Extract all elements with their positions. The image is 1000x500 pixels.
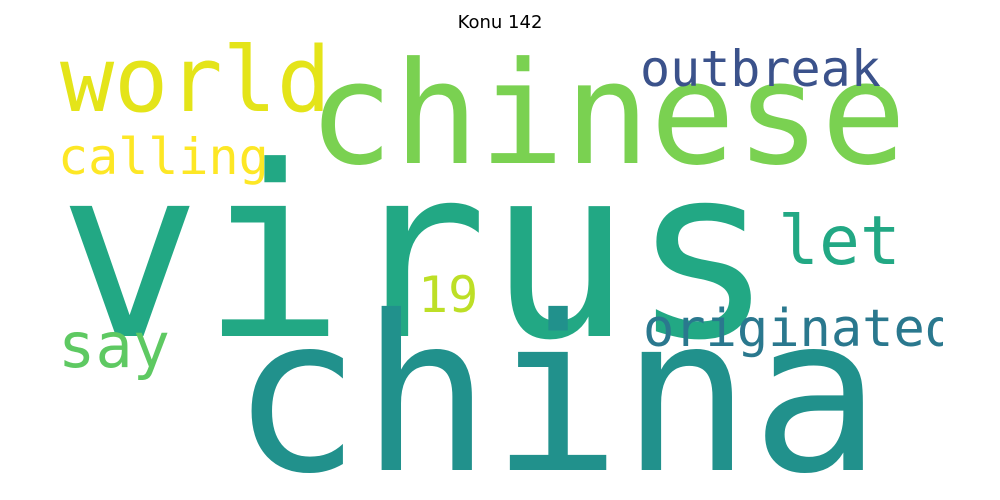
word-19: 19 xyxy=(418,266,479,324)
word-chinese: chinese xyxy=(308,42,907,197)
word-outbreak: outbreak xyxy=(640,42,881,98)
word-world: world xyxy=(60,42,331,133)
word-let: let xyxy=(778,202,901,281)
word-say: say xyxy=(58,309,170,382)
word-china: china xyxy=(231,270,882,488)
word-calling: calling xyxy=(58,128,269,186)
word-cloud: virus china chinese world outbreak calli… xyxy=(58,42,943,487)
word-virus: virus xyxy=(58,116,775,393)
figure-title: Konu 142 xyxy=(457,12,543,33)
word-originated: originated xyxy=(643,299,943,359)
